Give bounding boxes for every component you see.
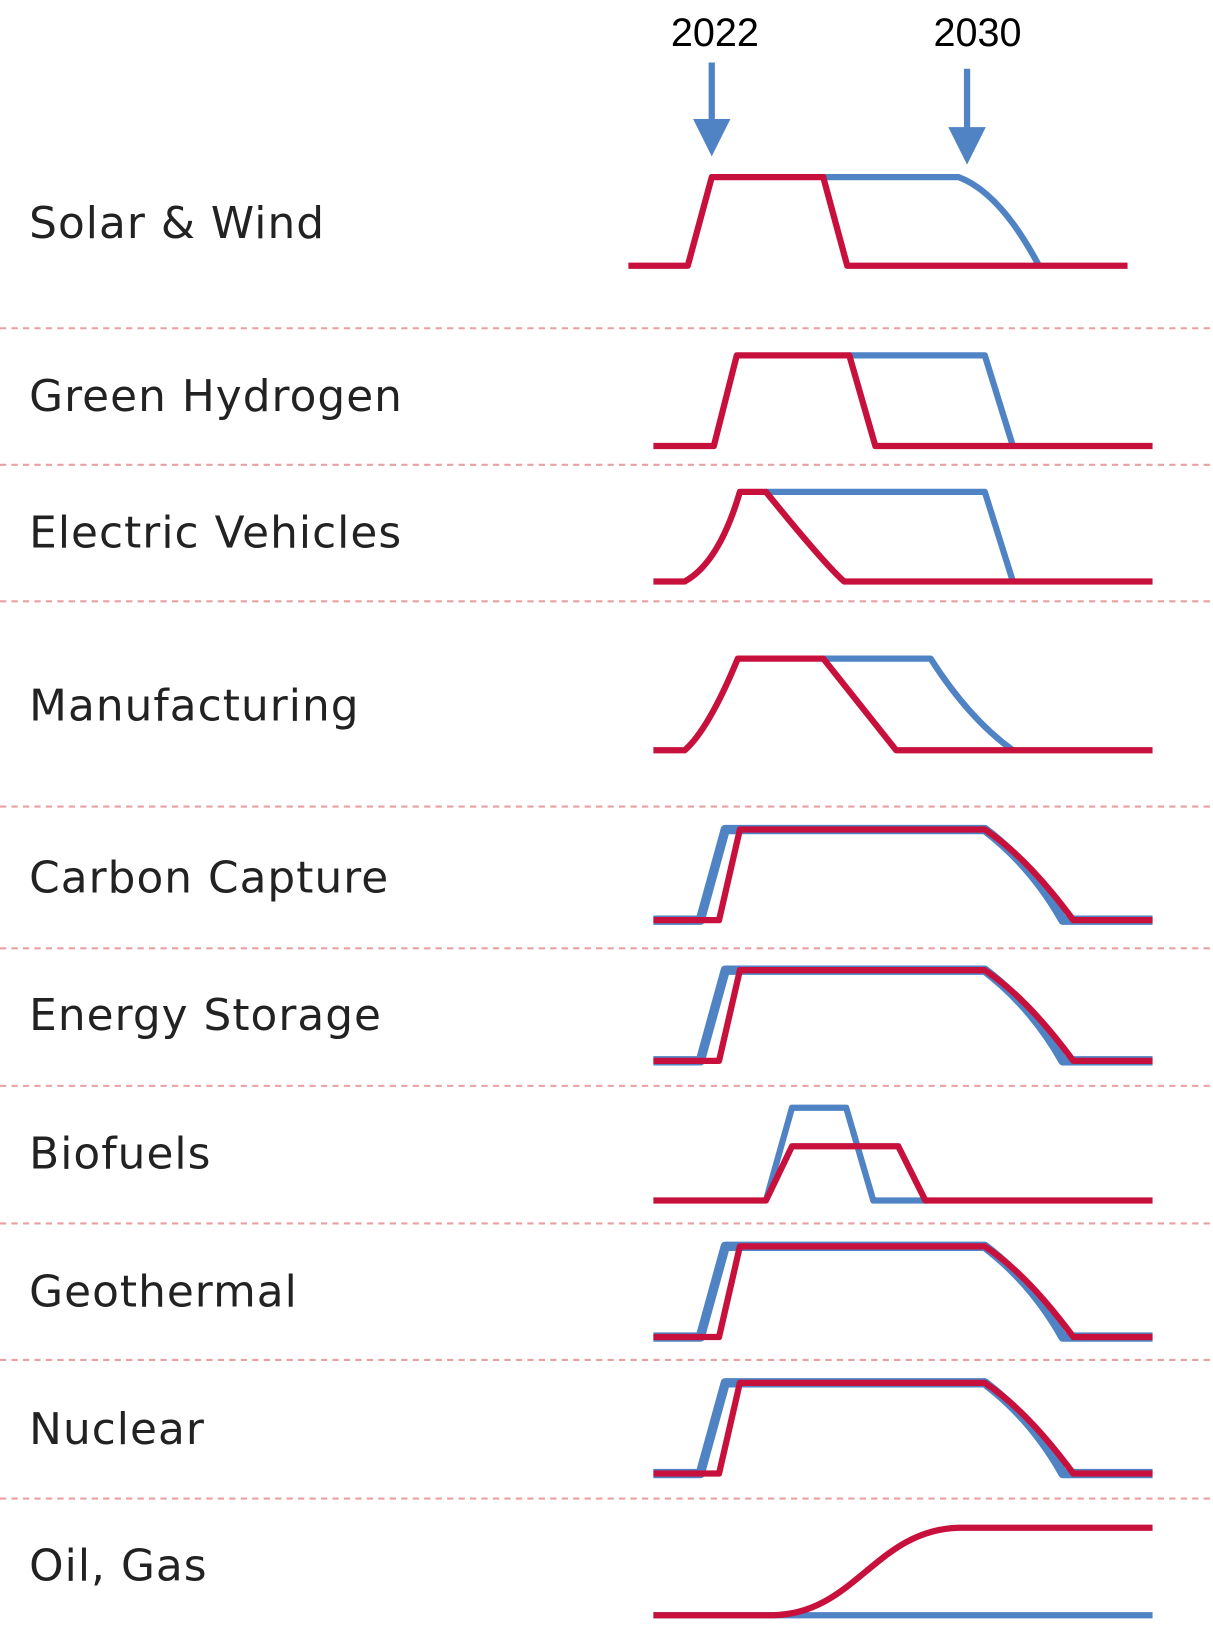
row-label: Manufacturing: [29, 681, 359, 732]
row-label: Green Hydrogen: [29, 371, 403, 422]
separators: [0, 327, 1213, 1500]
row-label: Energy Storage: [29, 990, 382, 1041]
year-label: 2022: [671, 11, 759, 55]
year-label: 2030: [933, 11, 1021, 55]
row-label: Electric Vehicles: [29, 508, 402, 559]
row-label: Carbon Capture: [29, 853, 389, 904]
row-label: Geothermal: [29, 1266, 298, 1317]
row-label: Biofuels: [29, 1129, 211, 1180]
row-label: Nuclear: [29, 1404, 205, 1455]
curves: [628, 174, 1152, 1619]
row-label: Solar & Wind: [29, 198, 325, 249]
row-label: Oil, Gas: [29, 1540, 207, 1591]
